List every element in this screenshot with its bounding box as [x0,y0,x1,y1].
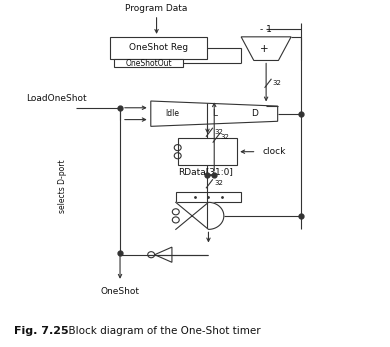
Text: D: D [252,109,258,118]
Polygon shape [154,247,172,262]
Text: Block diagram of the One-Shot timer: Block diagram of the One-Shot timer [62,326,261,336]
Bar [110,37,207,59]
Text: Program Data: Program Data [125,4,188,13]
Text: LoadOneShot: LoadOneShot [26,94,87,103]
Text: selects D-port: selects D-port [58,160,67,213]
Text: - 1: - 1 [260,25,272,34]
Text: clock: clock [262,147,285,156]
Text: OneShot: OneShot [101,287,140,296]
Polygon shape [241,37,291,60]
Text: 32: 32 [221,135,230,141]
Bar [178,138,237,165]
Text: Fig. 7.25: Fig. 7.25 [14,326,69,336]
Text: +: + [260,44,272,54]
Text: OneShotOut: OneShotOut [126,59,172,68]
Text: OneShot Reg: OneShot Reg [129,43,188,52]
Polygon shape [151,101,278,126]
Polygon shape [176,202,224,229]
Text: RData[31:0]: RData[31:0] [178,168,232,177]
Text: 32: 32 [273,79,282,86]
Text: 32: 32 [214,180,223,186]
Bar [114,59,183,67]
Text: Idle: Idle [165,109,179,118]
Text: L: L [212,109,217,118]
Text: 32: 32 [214,129,223,135]
Bar [176,192,241,202]
